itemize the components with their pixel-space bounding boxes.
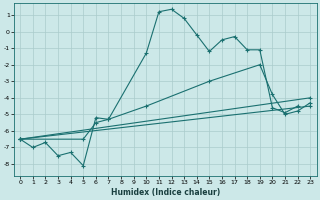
X-axis label: Humidex (Indice chaleur): Humidex (Indice chaleur) — [111, 188, 220, 197]
